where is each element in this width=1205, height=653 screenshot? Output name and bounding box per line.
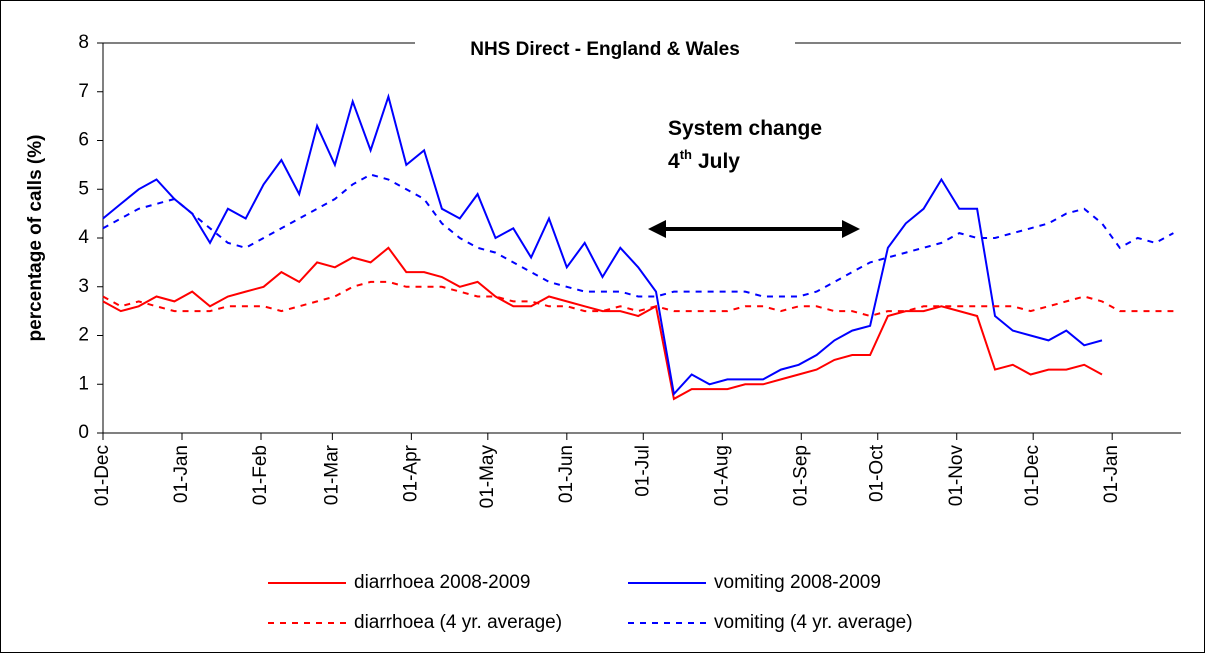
- x-tick-label: 01-Mar: [321, 444, 342, 505]
- annotation-text: System change: [668, 117, 822, 140]
- y-tick-label: 1: [78, 373, 89, 394]
- series-line: [102, 246, 1103, 401]
- legend-label: diarrhoea (4 yr. average): [354, 612, 562, 633]
- arrow-head: [648, 220, 666, 238]
- arrow-head: [842, 220, 860, 238]
- x-tick-label: 01-Dec: [1022, 445, 1043, 506]
- x-tick-label: 01-May: [477, 445, 498, 509]
- series-line: [102, 173, 1174, 298]
- annotation-text: 4th July: [668, 147, 740, 173]
- y-tick-label: 8: [78, 32, 89, 53]
- y-tick-label: 5: [78, 178, 89, 199]
- legend-label: vomiting 2008-2009: [714, 572, 881, 593]
- x-tick-label: 01-Jul: [632, 445, 653, 497]
- x-tick-label: 01-Nov: [946, 445, 967, 507]
- y-tick-label: 6: [78, 130, 89, 151]
- x-tick-label: 01-Oct: [867, 444, 888, 502]
- y-tick-label: 3: [78, 276, 89, 297]
- legend: diarrhoea 2008-2009 vomiting 2008-2009 dia…: [268, 572, 913, 633]
- y-axis-label: percentage of calls (%): [25, 135, 46, 342]
- legend-label: diarrhoea 2008-2009: [354, 572, 530, 593]
- x-tick-label: 01-Jun: [556, 445, 577, 503]
- chart-title: NHS Direct - England & Wales: [470, 39, 740, 60]
- series-line: [102, 93, 1103, 397]
- y-tick-label: 7: [78, 81, 89, 102]
- y-tick-label: 2: [78, 325, 89, 346]
- series-line: [102, 280, 1174, 318]
- x-tick-label: 01-Apr: [400, 444, 421, 502]
- title-background: [415, 36, 795, 62]
- y-tick-label: 0: [78, 422, 89, 443]
- annotation-month: July: [698, 150, 740, 173]
- x-tick-label: 01-Sep: [790, 445, 811, 506]
- annotation-day: 4: [668, 150, 680, 173]
- legend-label: vomiting (4 yr. average): [714, 612, 913, 633]
- x-tick-label: 01-Jan: [171, 445, 192, 503]
- plot-area: [102, 93, 1174, 401]
- x-tick-label: 01-Jan: [1101, 445, 1122, 503]
- x-tick-label: 01-Aug: [711, 445, 732, 506]
- y-tick-label: 4: [78, 227, 89, 248]
- annotation-suffix: th: [680, 147, 692, 162]
- x-tick-label: 01-Feb: [250, 445, 271, 505]
- annotation: System change 4th July: [648, 117, 860, 238]
- x-tick-label: 01-Dec: [92, 445, 113, 506]
